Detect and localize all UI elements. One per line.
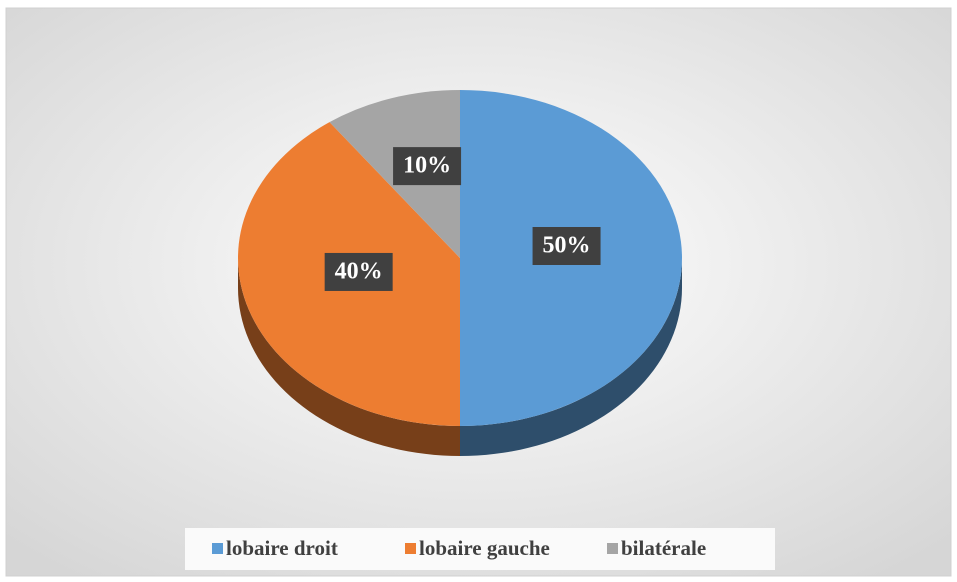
data-label-box [532, 227, 601, 265]
data-label-box [324, 252, 393, 291]
legend-swatch [405, 543, 416, 554]
data-label-box [393, 147, 462, 186]
legend-swatch [607, 543, 618, 554]
legend-label: bilatérale [621, 536, 706, 560]
legend-background [185, 528, 775, 570]
legend-label: lobaire gauche [419, 536, 550, 560]
legend-swatch [212, 543, 223, 554]
data-label: 50% [543, 233, 591, 259]
slice-side [460, 258, 682, 456]
data-label: 40% [335, 258, 383, 284]
legend-label: lobaire droit [226, 536, 338, 560]
data-label: 10% [403, 153, 451, 179]
slice-side [238, 258, 460, 456]
